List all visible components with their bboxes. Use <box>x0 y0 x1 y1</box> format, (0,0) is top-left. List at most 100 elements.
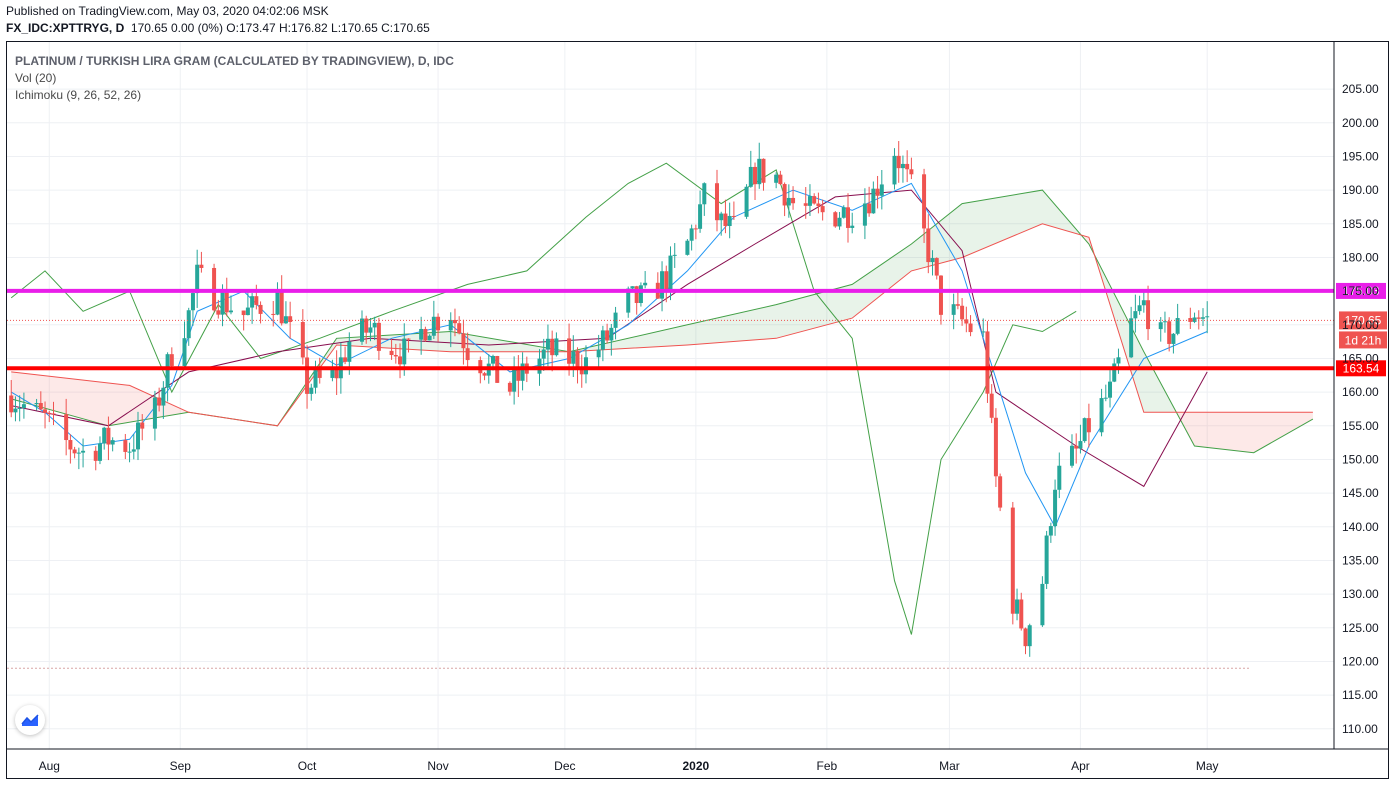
candle-up <box>275 290 280 315</box>
candle-up <box>862 203 867 226</box>
candle-down <box>423 328 428 341</box>
candle-up <box>1040 583 1045 626</box>
candle-up <box>245 307 250 316</box>
y-tick-label: 200.00 <box>1342 116 1379 130</box>
volume-indicator-label[interactable]: Vol (20) <box>15 71 57 85</box>
candle-down <box>761 158 766 183</box>
candle-up <box>1200 317 1205 319</box>
candle-down <box>731 215 736 217</box>
y-tick-label: 115.00 <box>1342 688 1378 702</box>
candle-down <box>820 206 825 213</box>
y-tick-label: 170.00 <box>1342 318 1379 332</box>
y-tick-label: 160.00 <box>1342 385 1379 399</box>
support-price-label: 163.54 <box>1343 361 1380 375</box>
candle-down <box>106 427 111 445</box>
candle-up <box>309 387 314 394</box>
candle-up <box>190 293 195 311</box>
candle-up <box>1171 333 1176 344</box>
candle-up <box>1108 381 1113 398</box>
candle-down <box>664 271 669 291</box>
candle-up <box>1053 489 1058 527</box>
candle-down <box>216 310 221 315</box>
candle-up <box>1137 305 1142 312</box>
base-line <box>11 189 1208 488</box>
candle-down <box>1146 300 1151 330</box>
candle-up <box>1015 599 1020 614</box>
candle-up <box>359 318 364 342</box>
price-axis: 110.00 115.00 120.00 125.00 130.00 135.00 140.… <box>1333 42 1379 749</box>
candle-down <box>93 450 98 461</box>
candle-down <box>68 440 73 450</box>
candle-up <box>609 327 614 341</box>
candle-down <box>288 316 293 323</box>
y-tick-label: 180.00 <box>1342 250 1379 264</box>
candle-down <box>461 333 466 349</box>
candle-up <box>630 286 635 289</box>
candle-down <box>567 338 572 364</box>
candle-up <box>182 338 187 366</box>
candle-down <box>1167 321 1172 344</box>
candle-down <box>241 310 246 316</box>
candle-up <box>748 166 753 187</box>
candle-up <box>1158 322 1163 330</box>
candle-down <box>482 373 487 376</box>
candle-down <box>305 357 310 394</box>
candle-up <box>596 349 601 358</box>
cloud-segment <box>11 371 185 426</box>
candle-up <box>626 288 631 313</box>
candle-down <box>199 264 204 268</box>
candle-down <box>816 203 821 207</box>
candle-up <box>1069 445 1074 466</box>
candle-down <box>1086 418 1091 433</box>
candle-down <box>364 318 369 333</box>
candle-down <box>993 417 998 477</box>
published-info: Published on TradingView.com, May 03, 20… <box>6 4 329 18</box>
candle-up <box>102 427 107 444</box>
tradingview-logo-icon[interactable] <box>15 705 45 735</box>
countdown-tag <box>1339 331 1387 349</box>
candle-down <box>258 304 263 314</box>
candle-down <box>782 184 787 206</box>
candle-up <box>1027 625 1032 647</box>
candle-down <box>279 290 284 324</box>
candle-up <box>431 316 436 336</box>
x-tick-label: Dec <box>554 759 575 773</box>
candle-up <box>76 452 81 454</box>
x-tick-label: Oct <box>298 759 317 773</box>
candle-up <box>1162 321 1167 323</box>
candle-down <box>579 370 584 375</box>
candle-down <box>9 395 14 413</box>
candle-down <box>938 275 943 315</box>
candle-up <box>613 312 618 328</box>
candle-up <box>850 225 855 228</box>
candle-up <box>161 387 166 406</box>
countdown-label: 1d 21h <box>1345 333 1382 347</box>
candle-up <box>571 351 576 364</box>
candle-up <box>1112 363 1117 382</box>
candle-up <box>250 296 255 308</box>
candle-down <box>334 366 339 379</box>
y-tick-label: 165.00 <box>1342 351 1379 365</box>
candle-up <box>110 440 115 445</box>
y-tick-label: 190.00 <box>1342 183 1379 197</box>
candle-down <box>123 440 128 452</box>
chart-title[interactable]: PLATINUM / TURKISH LIRA GRAM (CALCULATED… <box>15 54 454 68</box>
x-tick-label: Aug <box>39 759 60 773</box>
candle-up <box>228 310 233 313</box>
candle-down <box>964 319 969 324</box>
y-tick-label: 140.00 <box>1342 520 1379 534</box>
candle-down <box>955 304 960 306</box>
candle-down <box>934 258 939 276</box>
y-tick-label: 150.00 <box>1342 452 1379 466</box>
ichimoku-indicator-label[interactable]: Ichimoku (9, 26, 52, 26) <box>15 88 142 102</box>
candle-down <box>516 369 521 381</box>
candle-up <box>638 285 643 304</box>
time-axis: Aug Sep Oct Nov Dec 2020 Feb Mar Apr May <box>7 748 1388 773</box>
candle-down <box>778 174 783 185</box>
candle-up <box>702 183 707 205</box>
candle-down <box>960 305 965 320</box>
x-tick-label: 2020 <box>683 759 710 773</box>
candle-down <box>317 370 322 378</box>
y-tick-label: 155.00 <box>1342 419 1379 433</box>
